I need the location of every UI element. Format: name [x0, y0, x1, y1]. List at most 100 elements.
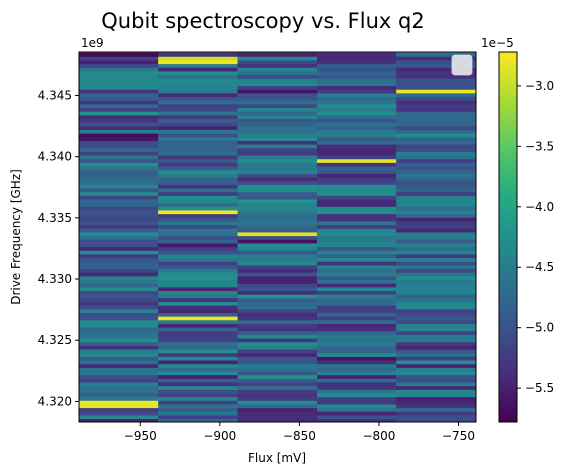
- heatmap-cell: [158, 239, 239, 244]
- heatmap-cell: [237, 378, 318, 383]
- heatmap-cell: [158, 199, 239, 204]
- heatmap-cell: [316, 100, 397, 105]
- heatmap-cell: [396, 407, 476, 412]
- heatmap-cell: [158, 242, 239, 248]
- heatmap-cell: [316, 70, 397, 76]
- heatmap-cell: [237, 188, 318, 193]
- heatmap-cell: [316, 323, 397, 328]
- heatmap-cell: [79, 352, 159, 357]
- heatmap-cell: [396, 81, 476, 87]
- heatmap-cell: [237, 246, 318, 251]
- heatmap-cell: [396, 239, 476, 244]
- plot-frame: [78, 51, 477, 423]
- heatmap-cell: [79, 155, 159, 160]
- heatmap-cell: [79, 169, 159, 174]
- heatmap-cell: [396, 392, 476, 398]
- heatmap-cell: [79, 147, 159, 152]
- heatmap-cell: [79, 250, 159, 255]
- heatmap-cell: [237, 184, 318, 189]
- heatmap-cell: [79, 257, 159, 262]
- heatmap-cell: [158, 155, 239, 160]
- heatmap-cell: [237, 385, 318, 390]
- heatmap-cell: [79, 414, 159, 420]
- heatmap-cell: [316, 400, 397, 405]
- heatmap-cell: [158, 125, 239, 130]
- x-tick-label: −950: [124, 429, 157, 443]
- heatmap-cell: [79, 286, 159, 291]
- heatmap-cell: [237, 338, 318, 343]
- heatmap-cell: [316, 378, 397, 383]
- heatmap-cell: [316, 407, 397, 412]
- heatmap-cell: [396, 52, 476, 57]
- heatmap-cell: [158, 374, 239, 379]
- heatmap-cell: [396, 257, 476, 262]
- heatmap-cell: [316, 279, 397, 284]
- heatmap-cell: [316, 220, 397, 226]
- heatmap-cell: [396, 316, 476, 321]
- heatmap-cell: [237, 268, 318, 273]
- heatmap-cell: [237, 418, 318, 422]
- heatmap-cell: [158, 78, 239, 83]
- heatmap-cell: [158, 162, 239, 167]
- heatmap-cell: [396, 151, 476, 156]
- heatmap-cell: [316, 177, 397, 182]
- heatmap-cell: [158, 400, 239, 405]
- heatmap-cell: [237, 133, 318, 138]
- heatmap-cell: [237, 305, 318, 310]
- heatmap-cell: [237, 220, 318, 226]
- heatmap-cell: [79, 381, 159, 387]
- heatmap-cell: [237, 169, 318, 174]
- heatmap-cell: [396, 118, 476, 123]
- heatmap-cell: [396, 70, 476, 76]
- heatmap-cell: [396, 177, 476, 182]
- heatmap-cell: [158, 272, 239, 277]
- heatmap-cell: [158, 264, 239, 270]
- heatmap-cell: [396, 400, 476, 405]
- heatmap-cell: [158, 371, 239, 376]
- heatmap-cell: [158, 338, 239, 343]
- heatmap-cell: [158, 166, 239, 171]
- heatmap-cell: [158, 381, 239, 387]
- heatmap-cell: [316, 158, 397, 163]
- colorbar-tick-label: −5.5: [525, 381, 554, 395]
- heatmap-cell: [316, 246, 397, 251]
- heatmap-cell: [158, 52, 239, 57]
- colorbar-offset-label: 1e−5: [481, 36, 514, 50]
- heatmap-cell: [158, 257, 239, 262]
- heatmap-cell: [237, 279, 318, 284]
- heatmap-cell: [158, 59, 239, 65]
- heatmap-cell: [396, 345, 476, 350]
- heatmap-cell: [158, 407, 239, 412]
- heatmap-cell: [396, 144, 476, 149]
- heatmap-cell: [316, 199, 397, 204]
- heatmap-cell: [237, 327, 318, 332]
- heatmap-cell: [396, 231, 476, 237]
- heatmap-cell: [396, 367, 476, 372]
- heatmap-cell: [316, 209, 397, 215]
- heatmap-cell: [396, 220, 476, 226]
- heatmap-cell: [237, 257, 318, 262]
- heatmap-cell: [316, 140, 397, 145]
- heatmap-cell: [79, 231, 159, 237]
- heatmap-cell: [79, 312, 159, 317]
- heatmap-cell: [316, 85, 397, 90]
- heatmap-cell: [158, 389, 239, 394]
- heatmap-cell: [79, 52, 159, 57]
- heatmap-cell: [158, 356, 239, 361]
- heatmap-cell: [237, 92, 318, 98]
- heatmap-cell: [316, 363, 397, 368]
- heatmap-cell: [79, 268, 159, 273]
- heatmap-cell: [158, 107, 239, 112]
- heatmap-cell: [79, 188, 159, 193]
- heatmap-cell: [316, 242, 397, 248]
- heatmap-cell: [396, 352, 476, 357]
- heatmap-cell: [237, 177, 318, 182]
- heatmap-cell: [396, 334, 476, 339]
- heatmap-cell: [237, 155, 318, 160]
- heatmap-cell: [158, 235, 239, 240]
- heatmap-cell: [158, 213, 239, 218]
- heatmap-cell: [79, 345, 159, 350]
- heatmap-cell: [396, 374, 476, 379]
- heatmap-cell: [158, 294, 239, 299]
